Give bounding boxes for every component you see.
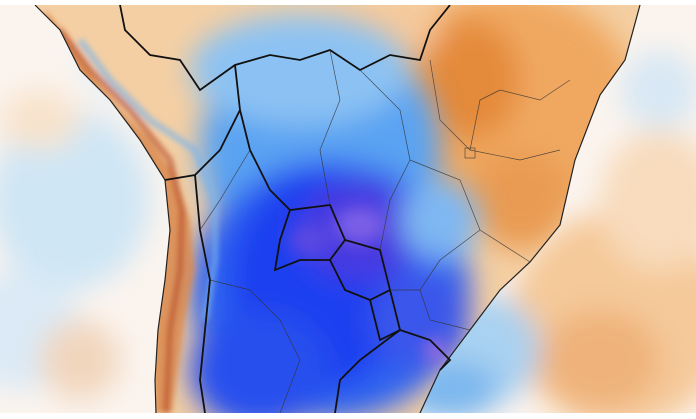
country-borders [119, 5, 452, 413]
pacific-cool [0, 20, 160, 400]
atlantic-warm [400, 50, 696, 413]
state-borders [199, 49, 571, 413]
cold-core [290, 207, 445, 362]
